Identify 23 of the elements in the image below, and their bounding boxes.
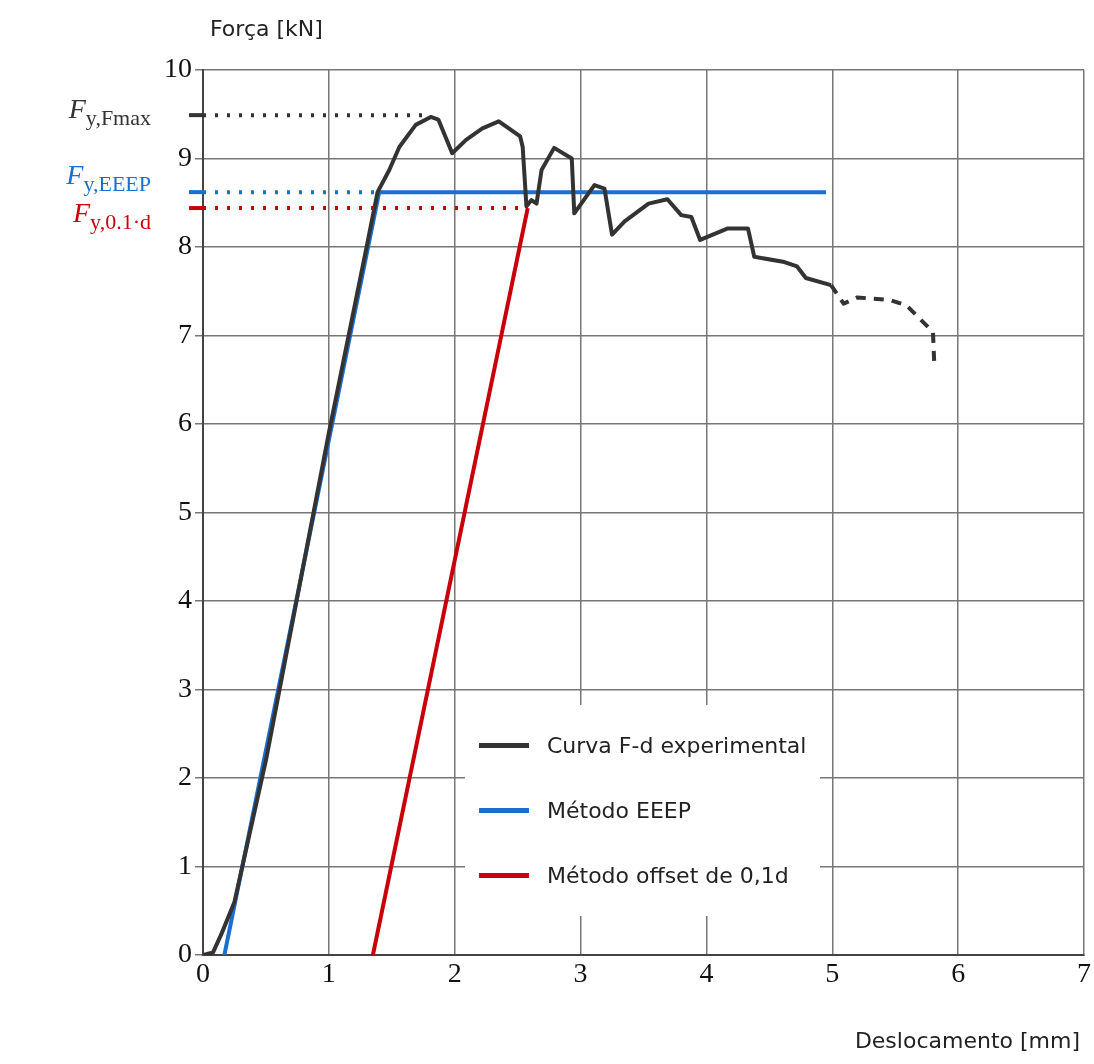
y-tick-label: 8 [178,229,192,261]
y-tick-label: 10 [164,52,192,84]
y-tick-label: 3 [178,671,192,703]
y-tick-label: 2 [178,760,192,792]
y-tick-label: 1 [178,848,192,880]
x-axis-title: Deslocamento [mm] [854,1027,1080,1053]
x-tick-label: 5 [825,957,840,989]
x-tick-label: 2 [447,957,462,989]
y-tick-label: 6 [178,406,192,438]
legend-label: Curva F-d experimental [547,733,807,758]
x-tick-label: 4 [699,957,714,989]
x-tick-label: 3 [573,957,588,989]
legend-label: Método EEEP [547,798,691,823]
x-tick-label: 1 [321,957,336,989]
y-tick-label: 0 [178,937,192,969]
y-tick-label: 5 [178,494,192,526]
y-tick-label: 7 [178,317,192,349]
y-tick-label: 9 [178,140,192,172]
x-tick-label: 7 [1077,957,1091,989]
y-tick-label: 4 [178,583,192,615]
x-tick-label: 6 [951,957,966,989]
y-axis-title: Força [kN] [210,15,323,41]
legend-label: Método offset de 0,1d [547,863,789,888]
